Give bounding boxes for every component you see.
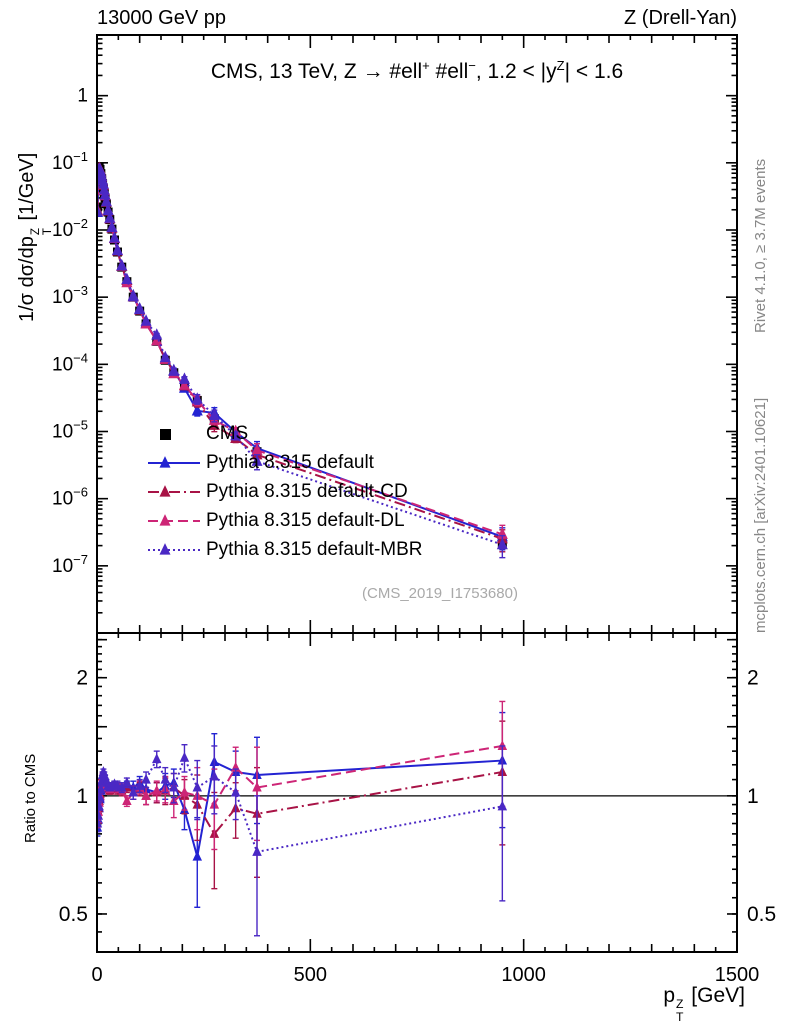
legend: CMS Pythia 8.315 default Pythia 8.315 defa… (146, 419, 423, 564)
svg-text:1000: 1000 (501, 964, 546, 986)
svg-text:10−3: 10−3 (52, 283, 88, 308)
svg-text:2: 2 (747, 667, 759, 690)
analysis-id-watermark: (CMS_2019_I1753680) (362, 585, 518, 602)
svg-text:10−4: 10−4 (52, 350, 88, 375)
legend-marker-pythia-2 (148, 484, 200, 497)
ratio-panel (97, 700, 737, 937)
svg-text:1: 1 (76, 785, 88, 808)
legend-marker-pythia-3 (148, 513, 200, 526)
series-ratio-4 (97, 743, 508, 937)
svg-text:10−1: 10−1 (52, 149, 88, 174)
series-ratio-1 (97, 711, 508, 908)
header-beam-label: 13000 GeV pp (97, 7, 226, 29)
svg-text:500: 500 (294, 964, 327, 986)
legend-item-pythia-4: Pythia 8.315 default-MBR (146, 535, 423, 564)
svg-text:0.5: 0.5 (747, 903, 776, 926)
legend-marker-cms (160, 428, 171, 440)
legend-marker-pythia-4 (148, 542, 200, 555)
legend-label-pythia-4: Pythia 8.315 default-MBR (206, 538, 423, 560)
main-panel (97, 161, 508, 559)
series-ratio-3 (97, 700, 508, 851)
svg-text:1500: 1500 (715, 964, 760, 986)
axis-tick-labels: 1 10−1 10−2 10−3 10−4 10−5 10−6 10−7 0.5 0.5 1 1 2 2 0… (52, 86, 776, 986)
y-axis-title-main: 1/σ dσ/dp Z T [1/GeV] (16, 152, 54, 322)
series-main-4 (97, 162, 508, 559)
series-ratio-2 (97, 720, 508, 890)
svg-text:1: 1 (747, 785, 759, 808)
legend-item-cms: CMS (146, 419, 423, 448)
legend-label-pythia-2: Pythia 8.315 default-CD (206, 480, 408, 502)
svg-text:10−6: 10−6 (52, 485, 88, 510)
legend-label-pythia-1: Pythia 8.315 default (206, 451, 374, 473)
svg-text:10−5: 10−5 (52, 417, 88, 442)
ratio-panel-frame (96, 632, 738, 953)
svg-text:0.5: 0.5 (59, 903, 88, 926)
legend-item-pythia-3: Pythia 8.315 default-DL (146, 506, 423, 535)
header-process-label: Z (Drell-Yan) (624, 7, 737, 29)
legend-label-pythia-3: Pythia 8.315 default-DL (206, 509, 405, 531)
rivet-version-note: Rivet 4.1.0, ≥ 3.7M events (752, 158, 769, 333)
svg-text:10−7: 10−7 (52, 552, 88, 577)
svg-text:10−2: 10−2 (52, 216, 88, 241)
svg-text:2: 2 (76, 667, 88, 690)
svg-text:0: 0 (91, 964, 102, 986)
legend-item-pythia-1: Pythia 8.315 default (146, 448, 423, 477)
legend-item-pythia-2: Pythia 8.315 default-CD (146, 477, 423, 506)
legend-marker-pythia-1 (148, 455, 200, 468)
y-axis-title-ratio: Ratio to CMS (22, 753, 39, 843)
svg-text:1: 1 (77, 86, 88, 107)
plot-title: CMS, 13 TeV, Z → #ell+ #ell−, 1.2 < |yZ|… (210, 58, 624, 83)
legend-label-cms: CMS (206, 422, 249, 444)
